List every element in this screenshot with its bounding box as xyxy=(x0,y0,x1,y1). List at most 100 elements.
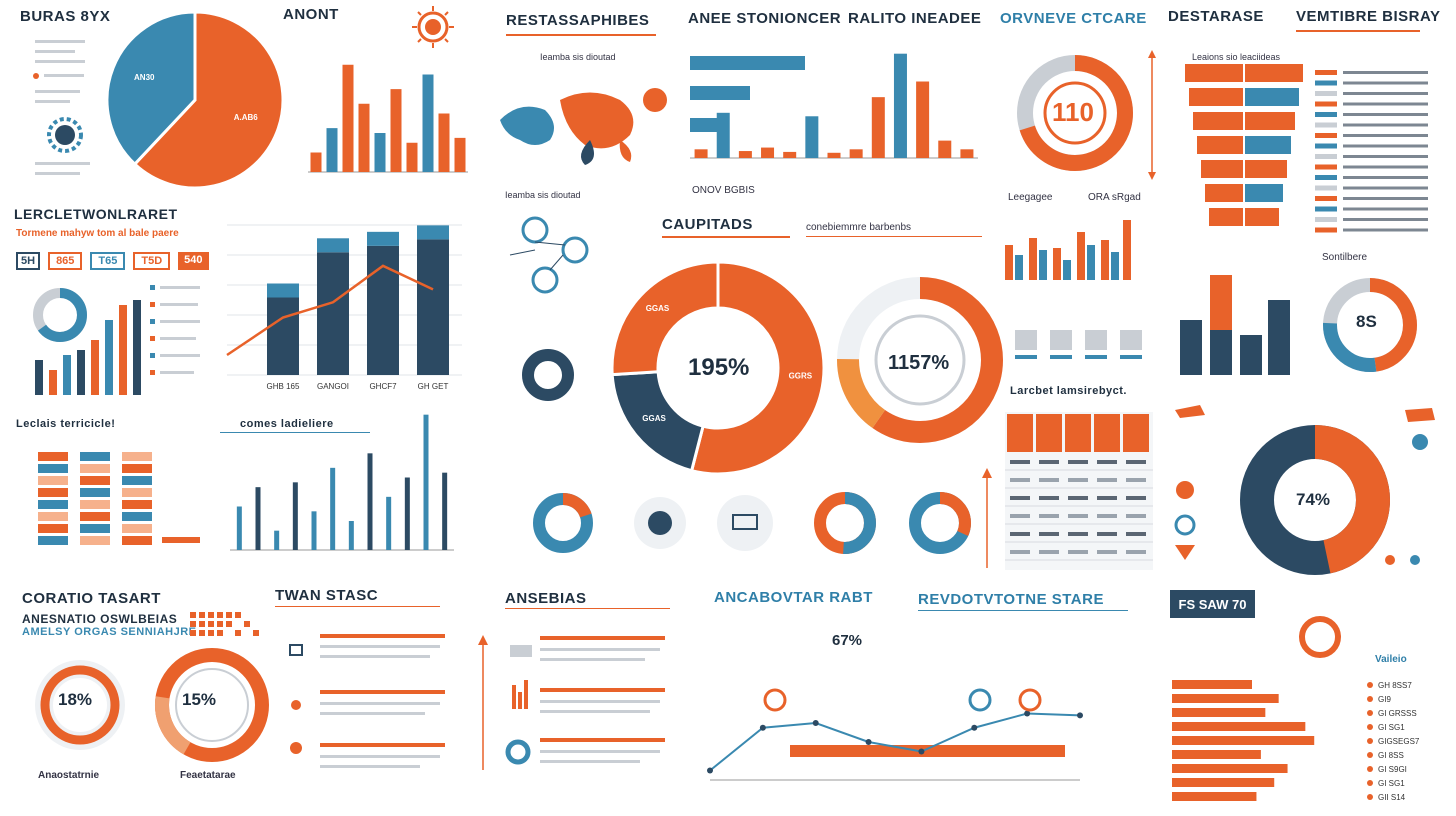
network-icons xyxy=(509,216,589,294)
hbar-dot-2 xyxy=(1367,710,1373,716)
left-icons-buras xyxy=(33,40,90,175)
list-swatch-11 xyxy=(1315,185,1337,191)
sub-restas: Ieamba sis dioutad xyxy=(540,52,616,62)
block-0-6 xyxy=(38,524,68,533)
hbar-7 xyxy=(1172,778,1275,787)
bar-chart-ralito xyxy=(690,53,978,159)
table-cell-3-4 xyxy=(1126,514,1146,518)
panel-title-ansebias: ANSEBIAS xyxy=(505,590,587,607)
hbar-dot-8 xyxy=(1367,794,1373,800)
list-swatch-9 xyxy=(1315,164,1337,170)
pie-buras: A.AB6 AN30 xyxy=(105,10,285,190)
donut-right-mid xyxy=(1323,278,1417,372)
hbar-chart-bottom-right: GH 8SS7 GI9 GI GRSSS GI SG1 GIGSEGS7 GI 8SS GI… xyxy=(1172,680,1420,802)
sub-anaostat: Anaostatrnie xyxy=(38,770,100,781)
funnel-right-6 xyxy=(1245,208,1279,226)
panel-title-lerclet: LERCLETWONLRARET xyxy=(14,206,178,222)
list-line-14 xyxy=(1343,218,1428,221)
pct-mid-value: 67% xyxy=(832,632,863,649)
bar-2 xyxy=(274,530,280,550)
block-0-3 xyxy=(38,488,68,497)
funnel-right-5 xyxy=(1245,184,1283,202)
table-cell-3-1 xyxy=(1039,514,1059,518)
bar-1 xyxy=(326,128,338,172)
pie-slice-0 xyxy=(689,260,826,476)
table-cell-0-4 xyxy=(1126,460,1146,464)
hbar-1 xyxy=(1172,694,1279,703)
table-cell-3-2 xyxy=(1068,514,1088,518)
table-cell-2-2 xyxy=(1068,496,1088,500)
city-bar-cap-3 xyxy=(417,225,449,240)
bar-10 xyxy=(916,81,930,158)
line-point-4 xyxy=(918,748,925,755)
line-point-2 xyxy=(812,720,819,726)
list-swatch-13 xyxy=(1315,206,1337,212)
rule-conebie xyxy=(806,236,982,237)
badge-row: 5H 865 T65 T5D 540 xyxy=(16,252,209,270)
block-1-5 xyxy=(80,512,110,521)
hbar-anee xyxy=(690,56,805,132)
bar-0 xyxy=(236,506,242,550)
bar-5 xyxy=(330,467,336,550)
table-cell-4-4 xyxy=(1126,532,1146,536)
table-cell-1-3 xyxy=(1097,478,1117,482)
small-donut-lerclet xyxy=(33,288,87,342)
list-line-9 xyxy=(1343,165,1428,169)
bar-11 xyxy=(938,140,952,158)
badge-5: 540 xyxy=(178,252,209,270)
city-bar-cap-1 xyxy=(317,238,349,253)
pie-slice-1 xyxy=(105,10,197,167)
ring-orvneve xyxy=(1017,55,1133,171)
sub-ieamba: Ieamba sis dioutad xyxy=(505,190,581,200)
hbar-label-6: GI S9GI xyxy=(1378,765,1407,774)
hbar-label-2: GI GRSSS xyxy=(1378,709,1417,718)
hbar-6 xyxy=(1172,764,1288,773)
animal-icons xyxy=(1174,405,1435,565)
panel-title-ancabov: ANCABOVTAR RABT xyxy=(714,589,873,606)
city-bar-1 xyxy=(317,252,349,375)
sun-icon xyxy=(412,6,454,48)
list-swatch-15 xyxy=(1315,227,1337,233)
badge-4: T5D xyxy=(133,252,171,270)
table-head-4 xyxy=(1123,414,1149,452)
hbar-0 xyxy=(1172,680,1252,689)
bar-9 xyxy=(893,53,907,158)
table-cell-0-1 xyxy=(1039,460,1059,464)
hbar-8 xyxy=(1172,792,1257,801)
hbar-dot-5 xyxy=(1367,752,1373,758)
block-1-0 xyxy=(80,452,110,461)
bar-7 xyxy=(422,74,434,172)
bar-10 xyxy=(423,414,429,550)
panel-title-orvneve: ORVNEVE CTCARE xyxy=(1000,10,1147,27)
donut-bl2-value: 15% xyxy=(182,690,217,709)
hbar-label-5: GI 8SS xyxy=(1378,751,1404,760)
hbar-dot-3 xyxy=(1367,724,1373,730)
sub-conebie: conebiemmre barbenbs xyxy=(806,222,912,233)
table-cell-0-0 xyxy=(1010,460,1030,464)
panel-title-revdot: REVDOTVTOTNE STARE xyxy=(918,591,1104,608)
block-2-7 xyxy=(122,536,152,545)
line-point-1 xyxy=(759,724,766,731)
list-line-2 xyxy=(1343,92,1428,95)
sub-tormene: Tormene mahyw tom al bale paere xyxy=(16,228,179,239)
city-bar-cap-0 xyxy=(267,283,299,298)
table-cell-2-3 xyxy=(1097,496,1117,500)
funnel-right-3 xyxy=(1245,136,1291,154)
panel-title-twan: TWAN STASC xyxy=(275,587,379,604)
sub-vaileio: Vaileio xyxy=(1375,654,1407,665)
bar-4 xyxy=(783,151,797,158)
table-cell-5-4 xyxy=(1126,550,1146,554)
donut-bl1 xyxy=(35,660,125,750)
block-2-4 xyxy=(122,500,152,509)
hbar-3 xyxy=(1172,722,1306,731)
sub-amelsy: AMELSY ORGAS SENNIAHJRE xyxy=(22,626,197,638)
funnel-right-2 xyxy=(1245,112,1295,130)
hbar-5 xyxy=(1172,750,1261,759)
block-0-4 xyxy=(38,500,68,509)
donut-right-value: 74% xyxy=(1296,490,1331,509)
city-tick-0: GHB 165 xyxy=(267,382,300,391)
bar-2 xyxy=(342,64,354,172)
bar-1 xyxy=(716,112,730,158)
table-larcbet xyxy=(1005,412,1153,570)
bar-chart-anont xyxy=(308,64,468,173)
